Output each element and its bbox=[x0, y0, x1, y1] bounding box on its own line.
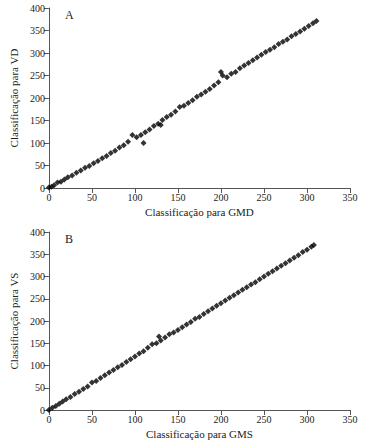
svg-text:0: 0 bbox=[40, 405, 45, 416]
svg-text:100: 100 bbox=[30, 138, 45, 149]
svg-text:100: 100 bbox=[30, 360, 45, 371]
svg-text:0: 0 bbox=[46, 414, 51, 425]
svg-text:300: 300 bbox=[299, 414, 314, 425]
svg-text:200: 200 bbox=[213, 192, 228, 203]
svg-text:350: 350 bbox=[30, 249, 45, 260]
svg-text:200: 200 bbox=[30, 93, 45, 104]
svg-text:250: 250 bbox=[256, 192, 271, 203]
svg-text:400: 400 bbox=[30, 3, 45, 14]
svg-text:150: 150 bbox=[30, 115, 45, 126]
svg-text:350: 350 bbox=[30, 25, 45, 36]
svg-text:300: 300 bbox=[30, 271, 45, 282]
svg-text:150: 150 bbox=[170, 192, 185, 203]
svg-text:A: A bbox=[65, 8, 74, 22]
svg-text:150: 150 bbox=[30, 338, 45, 349]
svg-text:Classificação para GMS: Classificação para GMS bbox=[146, 428, 253, 440]
svg-text:250: 250 bbox=[30, 293, 45, 304]
svg-text:300: 300 bbox=[299, 192, 314, 203]
svg-text:350: 350 bbox=[343, 192, 358, 203]
svg-text:250: 250 bbox=[30, 70, 45, 81]
svg-text:B: B bbox=[65, 232, 73, 246]
svg-text:100: 100 bbox=[127, 414, 142, 425]
svg-text:250: 250 bbox=[256, 414, 271, 425]
svg-text:50: 50 bbox=[87, 192, 97, 203]
svg-text:50: 50 bbox=[35, 160, 45, 171]
svg-text:200: 200 bbox=[30, 316, 45, 327]
svg-text:100: 100 bbox=[127, 192, 142, 203]
svg-text:50: 50 bbox=[35, 382, 45, 393]
svg-text:Classificação para GMD: Classificação para GMD bbox=[145, 206, 254, 218]
svg-text:Classificação para VD: Classificação para VD bbox=[8, 49, 20, 148]
svg-text:0: 0 bbox=[40, 183, 45, 194]
svg-text:50: 50 bbox=[87, 414, 97, 425]
svg-text:0: 0 bbox=[46, 192, 51, 203]
svg-text:Classificação para VS: Classificação para VS bbox=[8, 273, 20, 370]
svg-text:350: 350 bbox=[343, 414, 358, 425]
svg-text:400: 400 bbox=[30, 227, 45, 238]
svg-text:300: 300 bbox=[30, 48, 45, 59]
svg-text:200: 200 bbox=[213, 414, 228, 425]
svg-text:150: 150 bbox=[170, 414, 185, 425]
